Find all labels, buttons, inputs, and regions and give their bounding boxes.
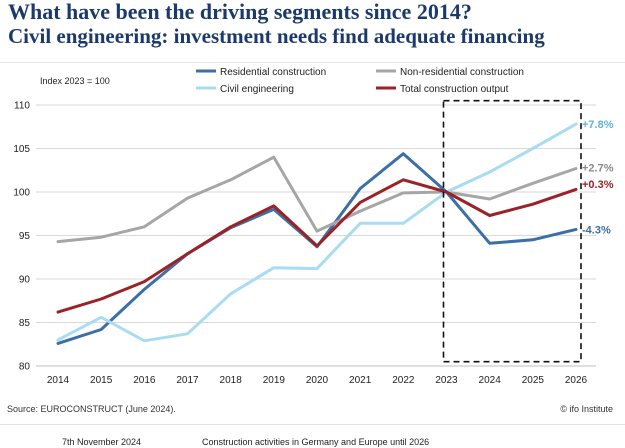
x-tick-label: 2020: [306, 375, 329, 386]
index-note: Index 2023 = 100: [40, 76, 110, 86]
end-label: +7.8%: [582, 119, 614, 131]
x-tick-label: 2021: [349, 375, 372, 386]
footer-date: 7th November 2024: [62, 437, 142, 447]
series-lines: [56, 122, 578, 345]
legend-label: Non-residential construction: [400, 67, 524, 78]
y-tick-label: 80: [19, 362, 31, 373]
end-label: -4.3%: [582, 224, 611, 236]
x-tick-label: 2016: [133, 375, 156, 386]
y-tick-label: 100: [13, 188, 30, 199]
x-tick-label: 2025: [522, 375, 545, 386]
x-tick-label: 2023: [435, 375, 458, 386]
gridlines: [36, 104, 596, 367]
institute-credit: © ifo Institute: [560, 404, 613, 414]
chart-title: What have been the driving segments sinc…: [8, 0, 472, 24]
legend: Residential construction Non-residential …: [196, 67, 524, 95]
x-tick-label: 2015: [90, 375, 113, 386]
y-tick-label: 110: [14, 101, 30, 112]
legend-label: Civil engineering: [220, 84, 294, 95]
axes: 80 85 90 95 100 105 110 2014 2015 2016 2017 2018 201…: [13, 101, 596, 386]
x-tick-label: 2026: [565, 375, 588, 386]
legend-label: Residential construction: [220, 67, 326, 78]
end-label: +0.3%: [582, 179, 614, 191]
y-tick-label: 95: [19, 231, 31, 242]
series-line-civil-engineering: [56, 122, 578, 343]
chart-panel: 80 85 90 95 100 105 110 2014 2015 2016 2017 2018 201…: [0, 62, 625, 425]
x-tick-label: 2018: [220, 375, 243, 386]
y-tick-label: 105: [13, 144, 30, 155]
footer-topic: Construction activities in Germany and E…: [202, 437, 430, 447]
chart-subtitle: Civil engineering: investment needs find…: [8, 24, 545, 48]
series-line-non-residential-construction: [56, 155, 578, 244]
series-line-total-construction-output: [56, 178, 578, 314]
x-tick-label: 2022: [392, 375, 415, 386]
series-line-residential-construction: [56, 152, 578, 345]
line-chart: 80 85 90 95 100 105 110 2014 2015 2016 2017 2018 201…: [13, 67, 614, 386]
x-tick-label: 2017: [176, 375, 199, 386]
y-tick-label: 85: [19, 318, 31, 329]
source-note: Source: EUROCONSTRUCT (June 2024).: [7, 404, 176, 414]
end-label: +2.7%: [582, 163, 614, 175]
x-tick-label: 2019: [263, 375, 286, 386]
legend-label: Total construction output: [400, 84, 509, 95]
x-tick-label: 2014: [47, 375, 70, 386]
y-tick-label: 90: [19, 275, 31, 286]
end-labels: -4.3% +2.7% +7.8% +0.3%: [582, 119, 614, 236]
x-tick-label: 2024: [479, 375, 502, 386]
slide-footer: 7th November 2024 Construction activitie…: [0, 424, 625, 448]
